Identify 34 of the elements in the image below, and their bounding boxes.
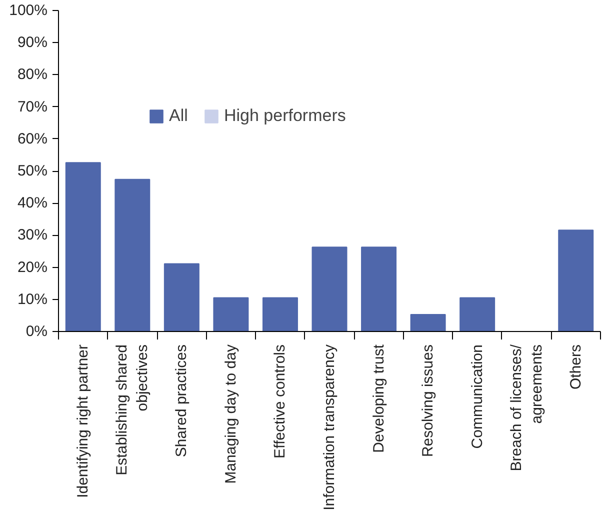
y-tick-label: 100%	[9, 2, 48, 19]
y-tick-label: 80%	[17, 66, 48, 84]
y-tick-label: 10%	[17, 290, 48, 308]
x-tick-label: Managing day to day	[222, 344, 240, 484]
x-tick-label: Information transparency	[321, 344, 338, 510]
bar	[114, 178, 150, 332]
bar	[164, 263, 200, 332]
y-tick-label: 90%	[17, 34, 48, 52]
y-tick-label: 20%	[17, 258, 48, 276]
bar	[410, 314, 446, 332]
x-tick-label: Developing trust	[370, 344, 388, 453]
y-tick-label: 0%	[26, 323, 48, 340]
y-tick-label: 70%	[17, 98, 48, 116]
legend-label: All	[169, 106, 189, 126]
x-tick-label: Establishing shared objectives	[114, 344, 152, 476]
legend-label: High performers	[224, 106, 346, 126]
y-tick-label: 30%	[17, 226, 48, 244]
bar	[361, 246, 397, 332]
bar	[558, 230, 594, 332]
y-tick-label: 40%	[17, 194, 48, 212]
x-tick-label: Effective controls	[272, 344, 289, 458]
x-tick-label: Communication	[468, 344, 486, 449]
y-tick-label: 60%	[17, 130, 48, 148]
bar	[213, 297, 249, 332]
x-tick-label: Identifying right partner	[74, 344, 92, 498]
bar	[312, 246, 348, 332]
bar	[65, 162, 101, 332]
x-tick-label: Others	[567, 344, 584, 390]
x-tick-label: Breach of licenses/ agreements	[508, 344, 546, 472]
x-tick-label: Resolving issues	[420, 344, 437, 458]
bar	[262, 297, 298, 332]
bar	[460, 297, 496, 332]
y-tick-label: 50%	[17, 162, 48, 180]
x-tick-label: Shared practices	[173, 344, 190, 458]
